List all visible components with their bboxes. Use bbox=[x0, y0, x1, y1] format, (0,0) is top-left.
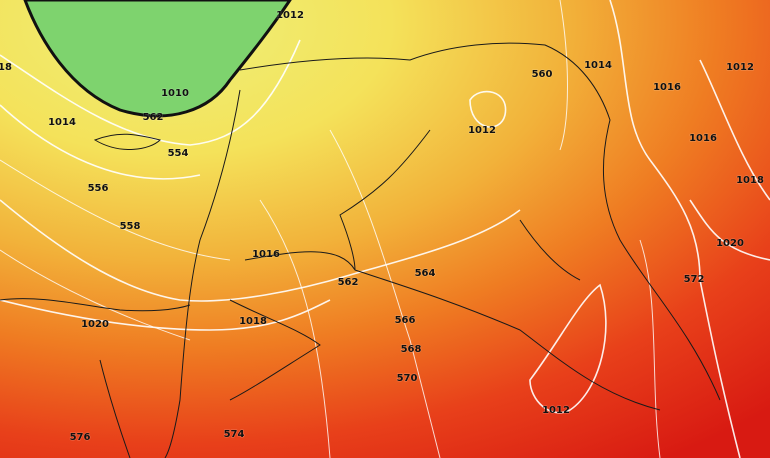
contour-label: 1018 bbox=[239, 316, 267, 327]
contour-label: 1010 bbox=[161, 88, 189, 99]
contour-label: 556 bbox=[88, 183, 109, 194]
contour-label: 1016 bbox=[653, 82, 681, 93]
borders bbox=[0, 42, 721, 458]
contour-label: 1014 bbox=[48, 117, 76, 128]
contour-label: 1016 bbox=[252, 249, 280, 260]
contour-label: 1012 bbox=[726, 62, 754, 73]
contour-label: 570 bbox=[397, 373, 418, 384]
low-pressure-area bbox=[23, 0, 292, 118]
contour-label: 562 bbox=[338, 277, 359, 288]
contour-label: 568 bbox=[401, 344, 422, 355]
contour-label: 1020 bbox=[716, 238, 744, 249]
contour-label: 554 bbox=[168, 148, 189, 159]
contour-label: 560 bbox=[532, 69, 553, 80]
contour-label: 1018 bbox=[736, 175, 764, 186]
contour-label: 1016 bbox=[689, 133, 717, 144]
contour-label: 18 bbox=[0, 62, 12, 73]
contour-label: 1012 bbox=[468, 125, 496, 136]
contour-label: 1020 bbox=[81, 319, 109, 330]
contour-label: 576 bbox=[70, 432, 91, 443]
contour-label: 558 bbox=[120, 221, 141, 232]
contour-label: 574 bbox=[224, 429, 245, 440]
contour-label: 562 bbox=[143, 112, 164, 123]
contour-label: 566 bbox=[395, 315, 416, 326]
contour-label: 1012 bbox=[276, 10, 304, 21]
contour-label: 572 bbox=[684, 274, 705, 285]
contour-labels: 1012 1010 562 554 1014 556 558 18 1016 562 564 1012… bbox=[0, 10, 764, 444]
contour-label: 1014 bbox=[584, 60, 612, 71]
contour-label: 1012 bbox=[542, 405, 570, 416]
contour-label: 564 bbox=[415, 268, 436, 279]
